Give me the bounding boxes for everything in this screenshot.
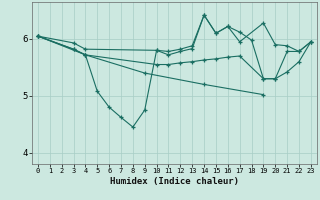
X-axis label: Humidex (Indice chaleur): Humidex (Indice chaleur) <box>110 177 239 186</box>
